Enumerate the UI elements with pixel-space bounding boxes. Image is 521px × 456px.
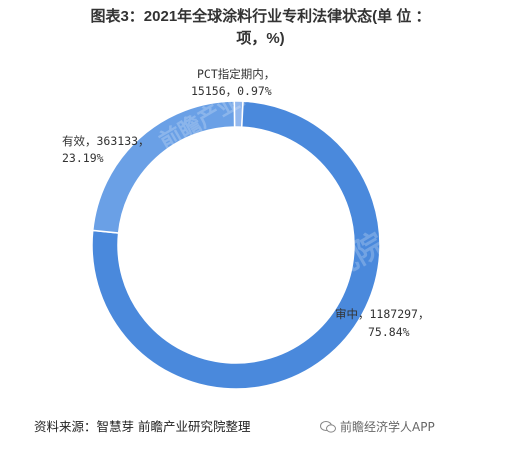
donut-slice-1: [91, 100, 236, 234]
slice-label-pending-line1: 审中，1187297，: [335, 307, 429, 321]
chart-title: 图表3：2021年全球涂料行业专利法律状态(单 位 ： 项，%): [0, 6, 521, 50]
wechat-icon: [320, 420, 336, 433]
slice-label-pct-line1: PCT指定期内，: [197, 67, 275, 81]
slice-label-valid-line1: 有效，363133，: [62, 134, 150, 148]
brand-credit-text: 前瞻经济学人APP: [340, 420, 435, 434]
slice-label-pct-line2: 15156，0.97%: [191, 84, 272, 98]
donut-slice-0: [91, 100, 381, 390]
slice-label-valid-line2: 23.19%: [62, 151, 104, 165]
brand-credit: 前瞻经济学人APP: [320, 418, 435, 435]
chart-title-line2: 项，%): [236, 30, 285, 47]
donut-slices: [91, 100, 381, 390]
source-note: 资料来源：智慧芽 前瞻产业研究院整理: [34, 419, 251, 434]
chart-title-line1: 图表3：2021年全球涂料行业专利法律状态(单 位 ：: [90, 8, 431, 25]
slice-label-pending-line2: 75.84%: [368, 325, 410, 339]
